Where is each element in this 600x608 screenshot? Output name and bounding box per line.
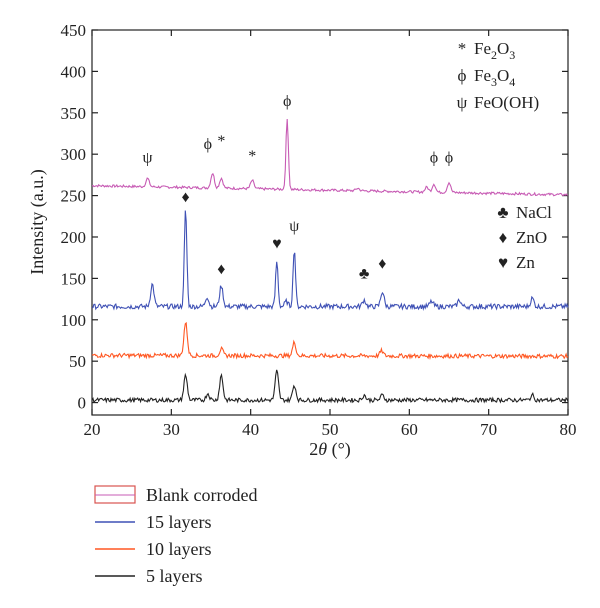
phase-label-part: Fe (474, 66, 491, 85)
phase-label: FeO(OH) (474, 93, 539, 112)
peak-marker: ϕ (430, 149, 438, 166)
peak-marker: ϕ (283, 93, 291, 110)
phase-label-part: 2 (491, 48, 497, 62)
legend-label: 15 layers (146, 512, 211, 532)
series-legend: Blank corroded 15 layers 10 layers 5 layers (94, 485, 257, 586)
legend-label: 5 layers (146, 566, 202, 586)
x-tick-label: 70 (480, 420, 497, 439)
peak-marker: ♥ (272, 236, 282, 253)
y-tick-label: 150 (61, 269, 87, 288)
x-tick-label: 50 (322, 420, 339, 439)
y-tick-label: 200 (61, 228, 87, 247)
y-tick-label: 400 (61, 62, 87, 81)
phase-label-part: O (497, 66, 509, 85)
phase-symbol: * (458, 39, 467, 58)
peak-marker: ψ (289, 218, 299, 235)
y-tick-label: 100 (61, 311, 87, 330)
x-axis-label-pre: 2 (309, 439, 318, 459)
y-tick-label: 350 (61, 104, 87, 123)
peak-marker: ψ (143, 149, 153, 166)
series-line-2 (91, 321, 569, 361)
x-tick-label: 40 (242, 420, 259, 439)
peak-marker: ♦ (217, 261, 225, 278)
series-layer (91, 118, 569, 404)
peak-annotations: ψϕ **ϕϕ ϕ♦♦♥ψ♣♦ (143, 93, 454, 282)
legend-label: 10 layers (146, 539, 211, 559)
series-line-0 (91, 118, 569, 197)
peak-marker: ϕ (204, 136, 212, 153)
phase-symbol: ♣ (497, 203, 508, 222)
y-axis-label: Intensity (a.u.) (27, 169, 48, 274)
phase-legend-zinc: ♣ NaCl ♦ ZnO ♥ Zn (497, 203, 552, 272)
x-axis-label-post: (°) (327, 439, 351, 460)
peak-marker: ♦ (378, 255, 386, 272)
phase-label: Zn (516, 253, 535, 272)
peak-marker: * (248, 148, 256, 165)
phase-label-part: 3 (509, 48, 515, 62)
phase-label-part: 4 (509, 75, 515, 89)
y-tick-label: 50 (69, 352, 86, 371)
x-tick-label: 30 (163, 420, 180, 439)
phase-symbol: ♦ (499, 228, 508, 247)
legend-label: Blank corroded (146, 485, 257, 505)
plot-axes: 20 30 40 50 60 70 80 0 50 100 150 200 250 300 350 400 45… (61, 21, 577, 439)
peak-marker: ϕ (445, 149, 453, 166)
x-tick-label: 80 (560, 420, 577, 439)
phase-label: ZnO (516, 228, 547, 247)
phase-symbol: ♥ (498, 253, 508, 272)
y-tick-label: 450 (61, 21, 87, 40)
y-tick-label: 250 (61, 187, 87, 206)
phase-label-part: FeO(OH) (474, 93, 539, 112)
peak-marker: ♦ (182, 189, 190, 206)
y-tick-label: 300 (61, 145, 87, 164)
x-axis-label-theta: θ (318, 439, 327, 459)
y-tick-label: 0 (78, 394, 87, 413)
phase-symbol: ϕ (458, 66, 467, 85)
phase-label-part: 3 (491, 75, 497, 89)
x-axis-label: 2θ (°) (309, 439, 351, 460)
series-line-3 (91, 369, 569, 404)
phase-label-part: Fe (474, 39, 491, 58)
peak-marker: ♣ (359, 265, 370, 282)
phase-label: Fe2O3 (474, 39, 515, 62)
phase-label: NaCl (516, 203, 552, 222)
phase-symbol: ψ (457, 93, 468, 112)
series-line-1 (91, 210, 569, 311)
x-tick-label: 60 (401, 420, 418, 439)
phase-label: Fe3O4 (474, 66, 515, 89)
peak-marker: * (217, 133, 225, 150)
x-tick-label: 20 (84, 420, 101, 439)
phase-label-part: O (497, 39, 509, 58)
